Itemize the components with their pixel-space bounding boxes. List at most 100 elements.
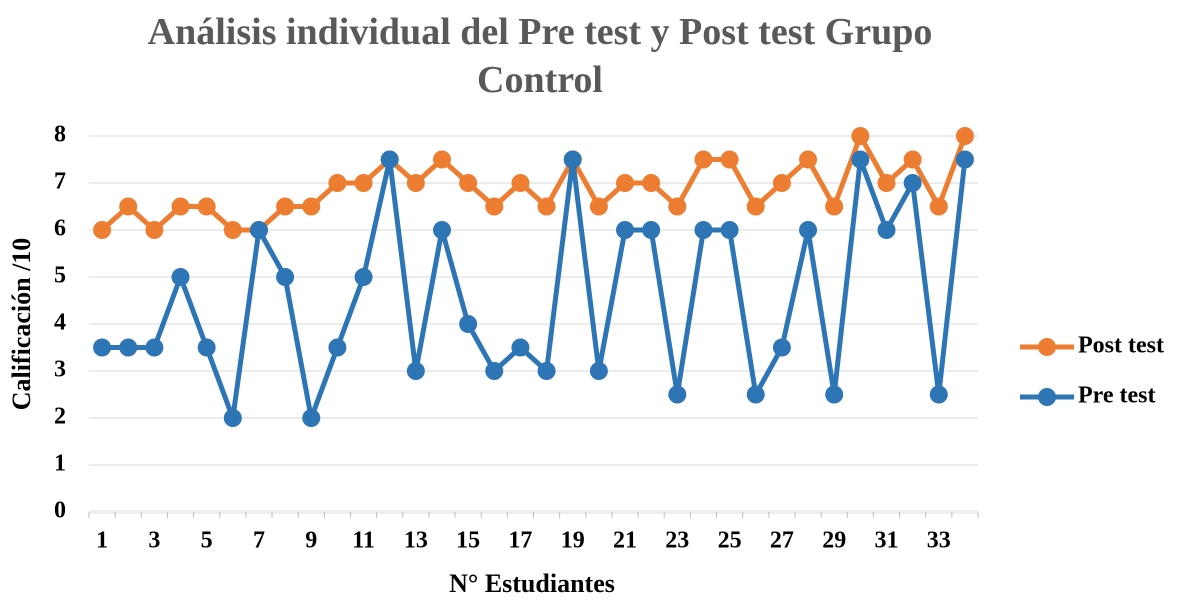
marker <box>668 385 687 404</box>
marker <box>119 197 138 216</box>
marker <box>145 338 164 357</box>
marker <box>276 197 295 216</box>
x-tick-label: 13 <box>404 528 428 554</box>
x-tick-label: 21 <box>613 528 637 554</box>
y-tick-label: 2 <box>54 404 66 430</box>
marker <box>720 221 739 239</box>
marker <box>877 174 896 192</box>
marker <box>145 221 164 239</box>
y-axis-title: Calificación /10 <box>7 238 36 411</box>
x-tick-label: 31 <box>874 528 898 554</box>
marker <box>197 197 216 216</box>
marker <box>746 197 765 216</box>
chart-title: Análisis individual del Pre test y Post … <box>147 11 933 101</box>
x-tick-label: 9 <box>305 528 317 554</box>
marker <box>223 221 242 239</box>
marker <box>380 150 399 169</box>
x-tick-label: 15 <box>456 528 480 554</box>
marker <box>485 197 504 216</box>
marker <box>432 221 451 239</box>
marker <box>93 221 112 239</box>
marker <box>772 174 791 192</box>
x-tick-label: 23 <box>665 528 689 554</box>
marker <box>642 221 661 239</box>
x-tick-label: 19 <box>561 528 585 554</box>
y-tick-label: 5 <box>54 263 66 289</box>
legend-marker <box>1038 338 1056 356</box>
marker <box>825 197 844 216</box>
marker <box>459 174 478 192</box>
marker <box>563 150 582 169</box>
y-tick-label: 4 <box>54 310 66 336</box>
x-tick-label: 27 <box>770 528 794 554</box>
marker <box>955 127 974 145</box>
x-tick-label: 7 <box>253 528 265 554</box>
marker <box>537 197 556 216</box>
x-tick-label: 25 <box>718 528 742 554</box>
marker <box>276 268 295 286</box>
marker <box>537 362 556 380</box>
marker <box>720 150 739 169</box>
marker <box>223 409 242 427</box>
marker <box>302 409 321 427</box>
marker <box>851 150 870 169</box>
marker <box>511 174 530 192</box>
marker <box>851 127 870 145</box>
marker <box>485 362 504 380</box>
marker <box>694 150 713 169</box>
x-axis-title: N° Estudiantes <box>449 569 615 598</box>
legend-marker <box>1038 388 1056 406</box>
x-tick-label: 5 <box>201 528 213 554</box>
x-tick-label: 1 <box>96 528 108 554</box>
marker <box>354 268 373 286</box>
marker <box>825 385 844 404</box>
marker <box>746 385 765 404</box>
line <box>100 133 968 233</box>
x-tick-label: 11 <box>352 528 375 554</box>
marker <box>668 197 687 216</box>
y-tick-label: 7 <box>54 169 66 195</box>
marker <box>955 150 974 169</box>
y-tick-label: 3 <box>54 357 66 383</box>
legend-label: Post test <box>1078 333 1164 359</box>
y-tick-label: 0 <box>54 498 66 524</box>
marker <box>328 338 347 357</box>
legend-label: Pre test <box>1078 383 1156 409</box>
marker <box>642 174 661 192</box>
marker <box>119 338 138 357</box>
marker <box>772 338 791 357</box>
marker <box>432 150 451 169</box>
marker <box>197 338 216 357</box>
marker <box>93 338 112 357</box>
marker <box>249 221 268 239</box>
x-tick-label: 29 <box>822 528 846 554</box>
marker <box>511 338 530 357</box>
marker <box>903 150 922 169</box>
marker <box>589 362 608 380</box>
marker <box>589 197 608 216</box>
marker <box>799 150 818 169</box>
y-tick-label: 6 <box>54 216 66 242</box>
marker <box>171 268 190 286</box>
marker <box>406 362 425 380</box>
marker <box>877 221 896 239</box>
marker <box>459 315 478 333</box>
y-tick-label: 1 <box>54 451 66 477</box>
y-tick-label: 8 <box>54 122 66 148</box>
marker <box>616 221 635 239</box>
marker <box>302 197 321 216</box>
marker <box>903 174 922 192</box>
marker <box>799 221 818 239</box>
x-tick-label: 17 <box>508 528 532 554</box>
marker <box>929 385 948 404</box>
x-tick-label: 3 <box>148 528 160 554</box>
line <box>102 157 968 421</box>
marker <box>328 174 347 192</box>
marker <box>406 174 425 192</box>
marker <box>171 197 190 216</box>
marker <box>929 197 948 216</box>
marker <box>354 174 373 192</box>
x-tick-label: 33 <box>927 528 951 554</box>
